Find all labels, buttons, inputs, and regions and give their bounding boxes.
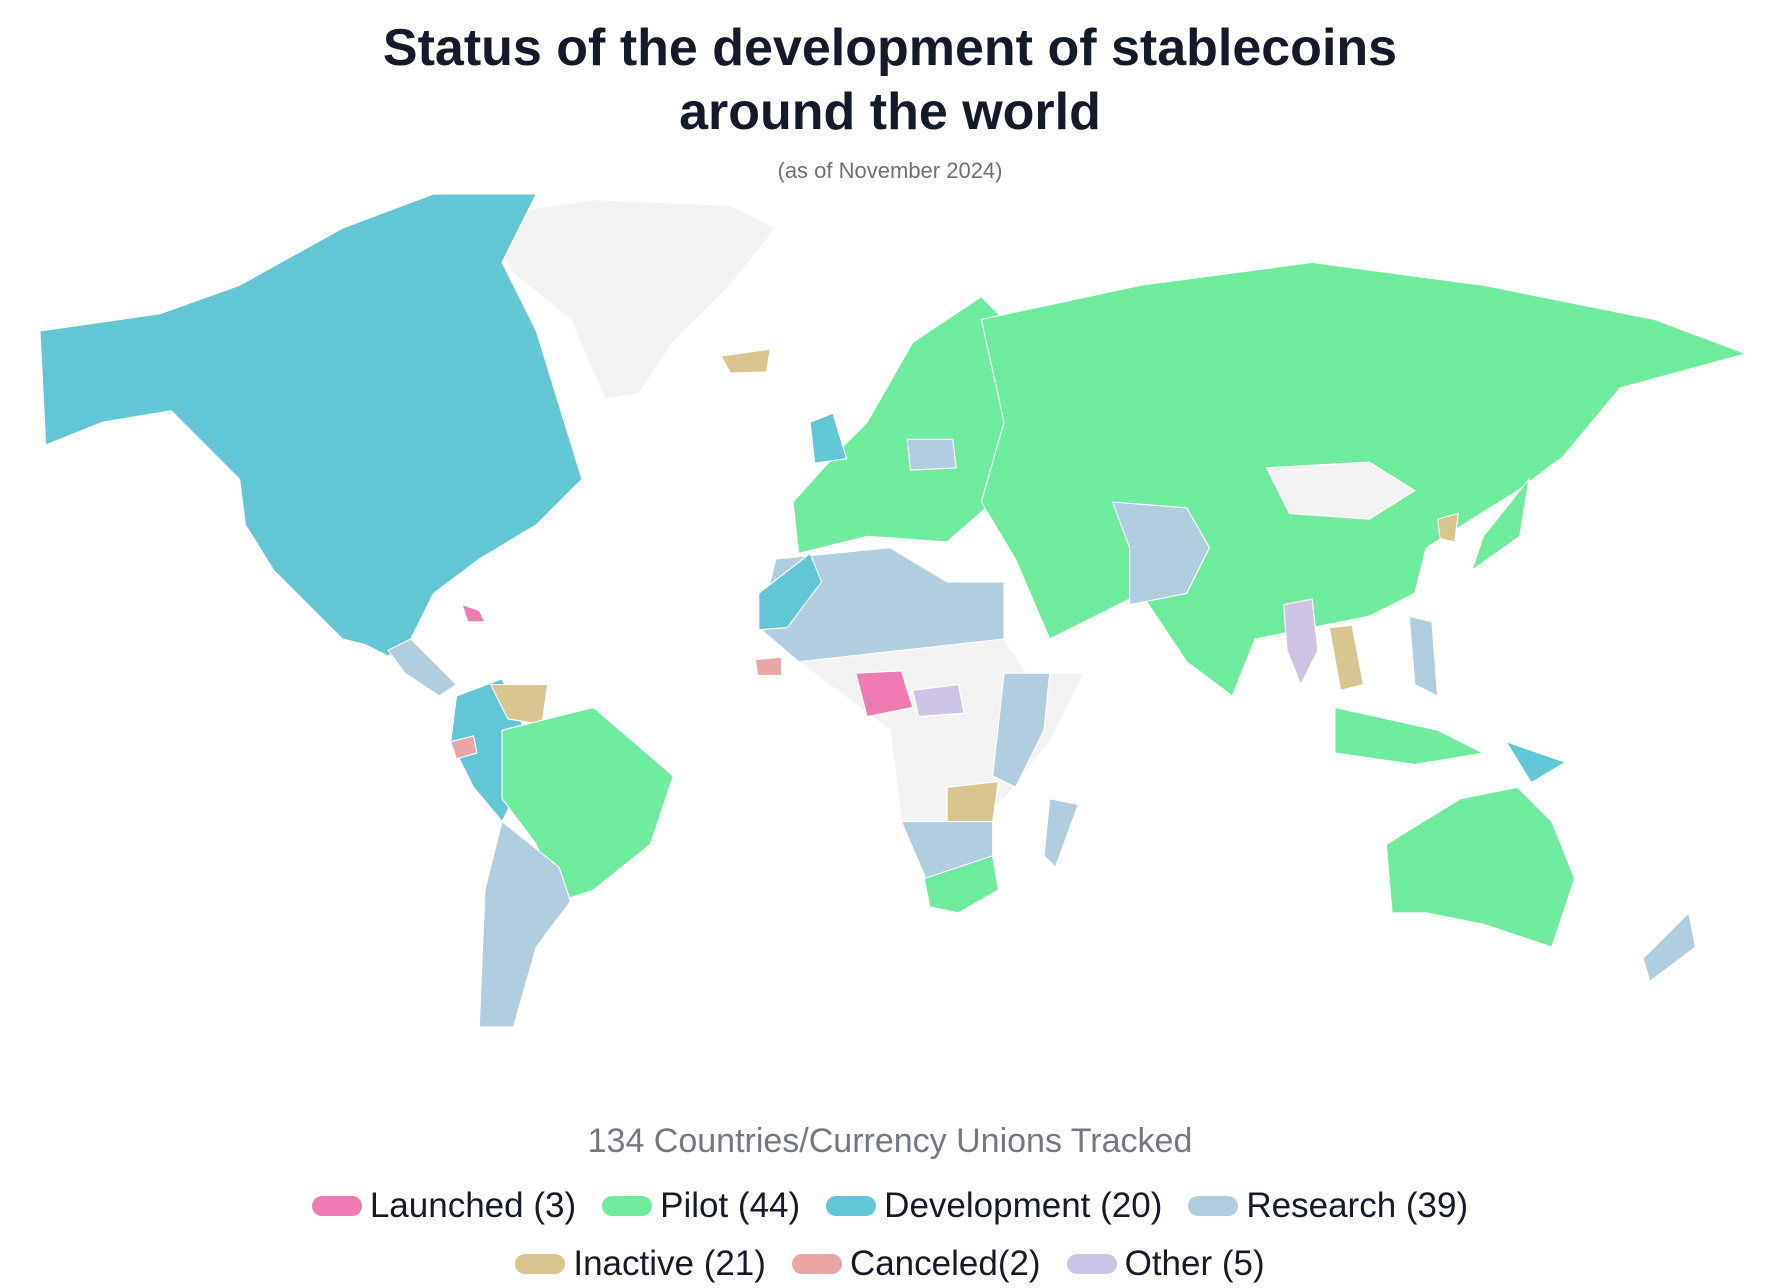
legend-label: Inactive (21) [573, 1244, 766, 1283]
legend-label: Pilot (44) [660, 1186, 801, 1225]
mongolia [1265, 461, 1416, 520]
indonesia [1334, 706, 1486, 766]
legend-swatch [515, 1254, 566, 1274]
nigeria [855, 670, 914, 718]
legend-swatch [1188, 1196, 1239, 1216]
greenland [478, 199, 777, 400]
poland [906, 438, 957, 471]
new-zealand [1642, 911, 1697, 983]
morocco [758, 552, 823, 631]
summary: 134 Countries/Currency Unions Tracked [587, 1122, 1193, 1160]
korea [1437, 512, 1459, 543]
japan [1470, 477, 1530, 572]
brazil [501, 706, 674, 903]
legend-item: Pilot (44) [602, 1186, 800, 1226]
legend-swatch [1066, 1254, 1117, 1274]
legend-swatch [791, 1254, 842, 1274]
ecuador [449, 735, 478, 760]
legend-item: Launched (3) [311, 1186, 577, 1226]
legend-label: Launched (3) [369, 1186, 577, 1225]
legend-swatch [602, 1196, 653, 1216]
central-asia [1111, 501, 1211, 606]
philippines [1408, 615, 1439, 697]
senegal [754, 656, 783, 677]
title-line: Status of the development of stablecoins [382, 19, 1398, 77]
legend-swatch [826, 1196, 877, 1216]
australia [1385, 786, 1576, 948]
north-america [39, 193, 583, 657]
zambia [946, 780, 1000, 825]
legend-label: Development (20) [884, 1186, 1163, 1225]
madagascar [1043, 798, 1080, 869]
legend-label: Other (5) [1124, 1244, 1265, 1283]
title-line: around the world [679, 83, 1101, 141]
legend-row: Launched (3) Pilot (44) Development (20) Re… [0, 1186, 1780, 1226]
legend-item: Development (20) [826, 1186, 1162, 1226]
legend-row: Inactive (21) Canceled(2) Other (5) [0, 1244, 1780, 1284]
southern-cone [478, 820, 572, 1028]
south-africa [923, 854, 1000, 914]
legend-item: Other (5) [1066, 1244, 1265, 1284]
legend-label: Research (39) [1246, 1186, 1469, 1225]
legend-label: Canceled(2) [849, 1244, 1041, 1283]
myanmar [1283, 598, 1319, 686]
subtitle: (as of November 2024) [777, 158, 1003, 183]
vietnam [1328, 624, 1365, 692]
legend-swatch [311, 1196, 362, 1216]
legend-item: Inactive (21) [515, 1244, 766, 1284]
drc-region [912, 683, 965, 718]
world-map [39, 193, 1748, 1028]
central-america [387, 638, 458, 697]
png [1504, 740, 1567, 784]
east-africa [992, 672, 1051, 789]
caribbean [461, 603, 486, 623]
iceland [720, 348, 771, 374]
legend-item: Research (39) [1188, 1186, 1468, 1226]
uk [809, 412, 848, 464]
legend-item: Canceled(2) [791, 1244, 1041, 1284]
